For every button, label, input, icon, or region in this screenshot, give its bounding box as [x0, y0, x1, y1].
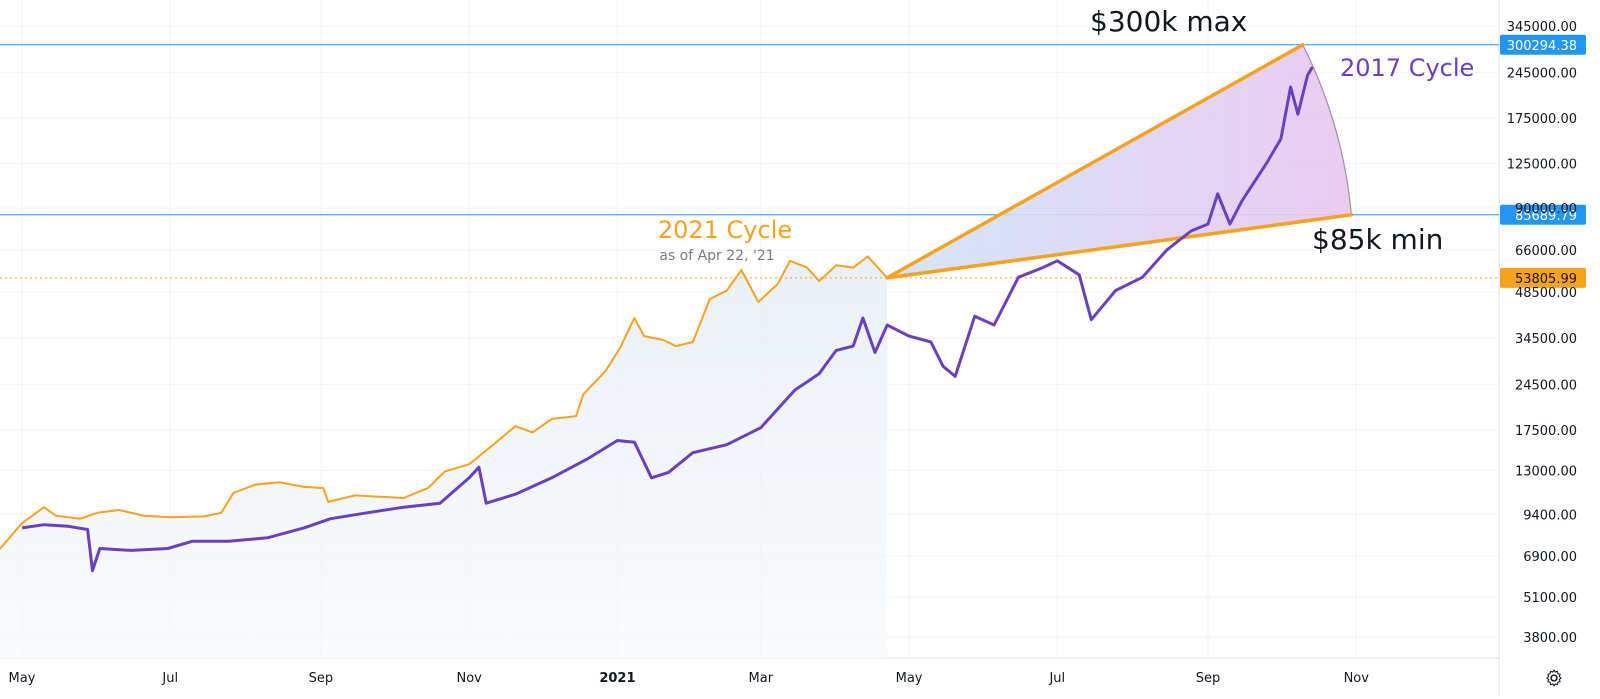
- annotations: 2021 Cycle as of Apr 22, '21 2017 Cycle …: [658, 5, 1474, 264]
- x-tick-label: Nov: [456, 671, 482, 686]
- cycle-2017-title: 2017 Cycle: [1340, 54, 1474, 82]
- cycle-2021-note: as of Apr 22, '21: [659, 248, 774, 264]
- y-tick-label: 48500.00: [1515, 286, 1577, 301]
- price-badge-label: 300294.38: [1507, 39, 1577, 54]
- y-tick-label: 17500.00: [1515, 424, 1577, 439]
- price-badge[interactable]: [1500, 204, 1586, 225]
- y-tick-label: 3800.00: [1523, 631, 1577, 646]
- y-tick-label: 345000.00: [1507, 20, 1577, 35]
- min-label: $85k min: [1312, 223, 1443, 256]
- max-label: $300k max: [1090, 5, 1247, 38]
- x-tick-label: 2021: [599, 671, 635, 686]
- gear-icon: [1546, 669, 1562, 687]
- series-lines: [0, 66, 1314, 573]
- y-tick-label: 245000.00: [1507, 66, 1577, 81]
- y-tick-label: 125000.00: [1507, 158, 1577, 173]
- price-axis[interactable]: 3800.00 5100.00 6900.00 9400.00 13000.00 1750…: [1507, 20, 1577, 646]
- y-tick-label: 6900.00: [1523, 550, 1577, 565]
- area-fill: [0, 256, 888, 658]
- x-tick-label: Jul: [161, 671, 178, 686]
- x-tick-label: May: [896, 671, 923, 686]
- series-2017-cycle-line: [21, 66, 1314, 573]
- time-axis[interactable]: May Jul Sep Nov 2021 Mar May Jul Sep Nov: [9, 671, 1370, 686]
- cycle-2021-area: [0, 256, 888, 658]
- y-tick-label: 34500.00: [1515, 332, 1577, 347]
- series-2021-cycle-line: [0, 255, 888, 551]
- y-tick-label: 9400.00: [1523, 508, 1577, 523]
- settings-button[interactable]: [1540, 664, 1568, 692]
- x-tick-label: Mar: [749, 671, 774, 686]
- fan-upper-edge[interactable]: [885, 43, 1305, 280]
- price-badge-label: 85689.79: [1515, 209, 1577, 224]
- price-badge[interactable]: [1500, 267, 1586, 288]
- y-tick-label: 175000.00: [1507, 112, 1577, 127]
- y-tick-label: 66000.00: [1515, 244, 1577, 259]
- projection-fan[interactable]: [885, 43, 1354, 280]
- price-badge[interactable]: [1500, 34, 1586, 55]
- y-tick-label: 5100.00: [1523, 591, 1577, 606]
- cycle-2021-title: 2021 Cycle: [658, 216, 792, 244]
- x-tick-label: Nov: [1344, 671, 1370, 686]
- x-tick-label: Sep: [309, 671, 334, 686]
- y-tick-label: 90000.00: [1515, 202, 1577, 217]
- x-tick-label: Jul: [1048, 671, 1065, 686]
- price-badge-label: 53805.99: [1515, 272, 1577, 287]
- y-tick-label: 13000.00: [1515, 464, 1577, 479]
- x-tick-label: Sep: [1196, 671, 1221, 686]
- y-tick-label: 24500.00: [1515, 378, 1577, 393]
- fan-lower-edge[interactable]: [885, 213, 1354, 280]
- x-tick-label: May: [9, 671, 36, 686]
- fan-sector[interactable]: [886, 43, 1353, 279]
